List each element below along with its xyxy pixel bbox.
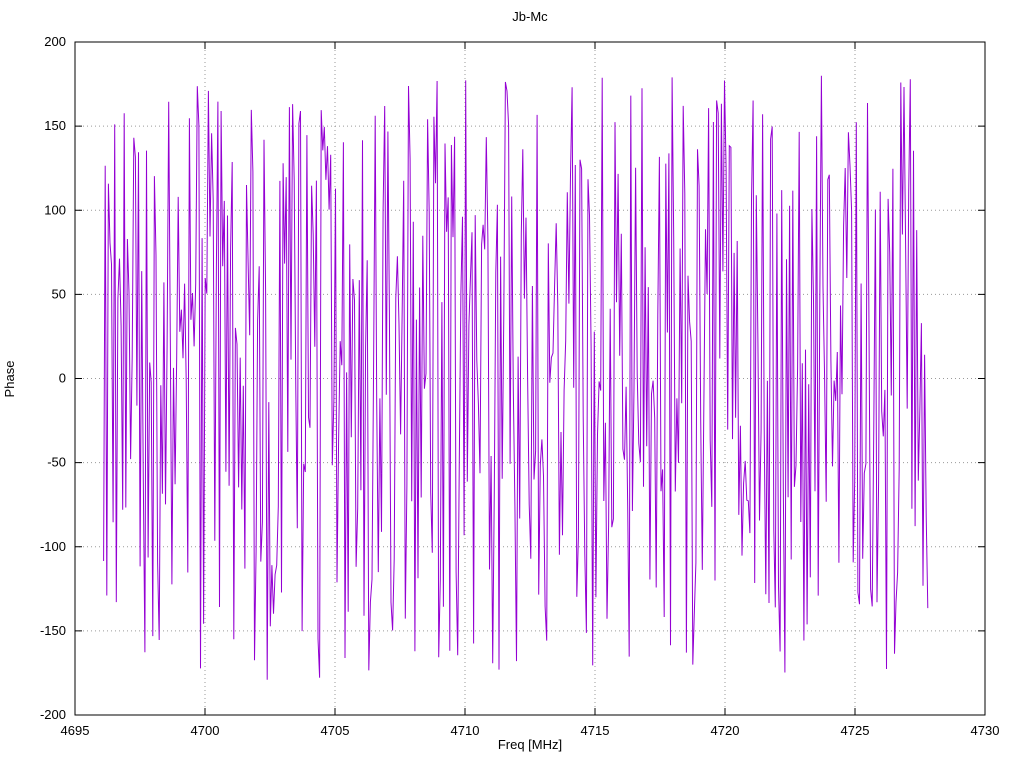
- y-tick-label: 100: [44, 202, 66, 217]
- plot-border: [74, 41, 986, 716]
- y-tick-label: 50: [52, 286, 66, 301]
- phase-line: [103, 75, 929, 680]
- x-tick-label: 4710: [451, 723, 480, 738]
- x-tick-label: 4705: [321, 723, 350, 738]
- x-tick-label: 4700: [191, 723, 220, 738]
- x-tick-label: 4715: [581, 723, 610, 738]
- x-tick-label: 4695: [61, 723, 90, 738]
- y-tick-label: -200: [40, 707, 66, 722]
- x-tick-label: 4730: [971, 723, 1000, 738]
- y-axis-label: Phase: [2, 361, 17, 398]
- y-tick-label: -100: [40, 539, 66, 554]
- x-tick-label: 4720: [711, 723, 740, 738]
- chart-title: Jb-Mc: [512, 9, 548, 24]
- x-tick-label: 4725: [841, 723, 870, 738]
- y-tick-label: 200: [44, 34, 66, 49]
- y-tick-label: 0: [59, 371, 66, 386]
- y-tick-label: -50: [47, 455, 66, 470]
- y-tick-label: -150: [40, 623, 66, 638]
- x-axis-label: Freq [MHz]: [498, 737, 562, 752]
- tick-labels: 4695 4700 4705 4710 4715 4720 4725 4730 -200 -150…: [40, 34, 999, 738]
- y-tick-label: 150: [44, 118, 66, 133]
